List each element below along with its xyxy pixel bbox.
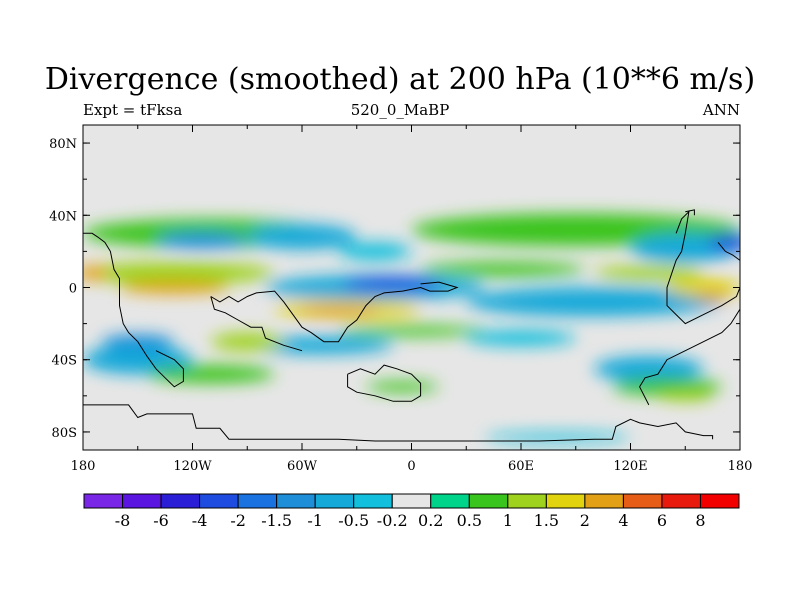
field-cell — [210, 332, 284, 351]
field-cell — [594, 356, 704, 382]
experiment-label: Expt = tFksa — [83, 101, 183, 119]
coastline-path — [666, 210, 740, 325]
colorbar-label: -4 — [192, 511, 208, 530]
x-tick-label: 60W — [287, 459, 318, 474]
colorbar-swatch — [622, 493, 663, 509]
colorbar-swatch — [160, 493, 201, 509]
field-cell — [657, 390, 713, 402]
colorbar-swatch — [584, 493, 624, 509]
colorbar-label: 0.2 — [418, 511, 443, 530]
colorbar-swatch — [199, 493, 239, 509]
colorbar-swatch — [430, 493, 470, 509]
season-label: ANN — [702, 101, 740, 119]
coastline-path — [717, 242, 740, 261]
field-cell — [466, 287, 722, 317]
field-cell — [338, 325, 485, 337]
coastline-path — [639, 308, 740, 406]
field-cell — [247, 336, 394, 355]
divergence-field — [83, 125, 740, 450]
field-cell — [83, 262, 275, 284]
field-cell — [247, 224, 357, 250]
colorbar-label: 4 — [618, 511, 628, 530]
colorbar-swatch — [661, 493, 701, 509]
coastline-path — [83, 404, 714, 442]
colorbar-swatch — [83, 493, 124, 509]
colorbar-label: -0.2 — [377, 511, 408, 530]
field-cell — [365, 381, 439, 393]
x-tick-label: 60E — [508, 459, 534, 474]
period-label: 520_0_MaBP — [350, 101, 450, 119]
map-axes: 180 120W 60W 0 60E 120E 180 80N 40N 0 40S 80S — [49, 125, 752, 474]
y-tick-label: 80N — [49, 137, 77, 152]
colorbar-label: 1 — [503, 511, 513, 530]
colorbar-label: -1.5 — [261, 511, 292, 530]
colorbar-label: -6 — [153, 511, 169, 530]
colorbar-label: -0.5 — [338, 511, 369, 530]
y-tick-label: 0 — [69, 282, 77, 297]
colorbar-swatch — [276, 493, 316, 509]
field-cell — [466, 329, 576, 347]
colorbar-label: -2 — [230, 511, 246, 530]
colorbar-swatch — [468, 493, 509, 509]
y-tick-label: 40N — [49, 209, 77, 224]
field-cell — [594, 265, 704, 281]
x-tick-label: 120E — [613, 459, 647, 474]
colorbar-label: 2 — [580, 511, 590, 530]
colorbar-swatch — [545, 493, 586, 509]
x-tick-label: 0 — [407, 459, 415, 474]
field-cell — [83, 265, 109, 281]
chart-title: Divergence (smoothed) at 200 hPa (10**6 … — [44, 62, 756, 97]
field-cell — [343, 276, 444, 292]
colorbar-label: 6 — [657, 511, 667, 530]
colorbar-swatch — [314, 493, 355, 509]
field-cell — [694, 292, 731, 302]
colorbar-swatch — [353, 493, 393, 509]
x-tick-label: 180 — [71, 459, 96, 474]
colorbar-label: -1 — [307, 511, 323, 530]
coastline-outlines — [83, 209, 740, 442]
colorbar-swatch — [391, 493, 432, 509]
colorbar-swatch — [237, 493, 278, 509]
field-cell — [420, 262, 585, 277]
x-tick-label: 180 — [728, 459, 753, 474]
y-tick-label: 40S — [52, 354, 77, 369]
colorbar-swatch — [507, 493, 547, 509]
coastline-path — [83, 232, 184, 388]
colorbar-swatch — [122, 493, 162, 509]
x-tick-label: 120W — [173, 459, 212, 474]
field-blobs — [83, 213, 740, 442]
coastline-path — [347, 364, 422, 402]
field-cell — [338, 242, 412, 261]
coastline-path — [685, 209, 695, 216]
y-tick-label: 80S — [52, 426, 77, 441]
field-cell — [297, 305, 380, 317]
field-cell — [156, 232, 248, 249]
colorbar-swatch — [699, 493, 740, 509]
field-cell — [667, 278, 740, 297]
field-cell — [119, 281, 229, 294]
field-cell — [146, 365, 275, 384]
colorbar: -8 -6 -4 -2 -1.5 -1 -0.5 -0.2 0.2 0.5 1 1.5 2 4 6 8 — [83, 493, 740, 530]
field-cell — [83, 345, 193, 375]
colorbar-label: 0.5 — [457, 511, 482, 530]
colorbar-label: -8 — [115, 511, 131, 530]
coastline-path — [210, 281, 459, 343]
colorbar-label: 1.5 — [534, 511, 559, 530]
colorbar-label: 8 — [695, 511, 705, 530]
field-cell — [708, 234, 740, 251]
coastline-path — [210, 296, 303, 352]
